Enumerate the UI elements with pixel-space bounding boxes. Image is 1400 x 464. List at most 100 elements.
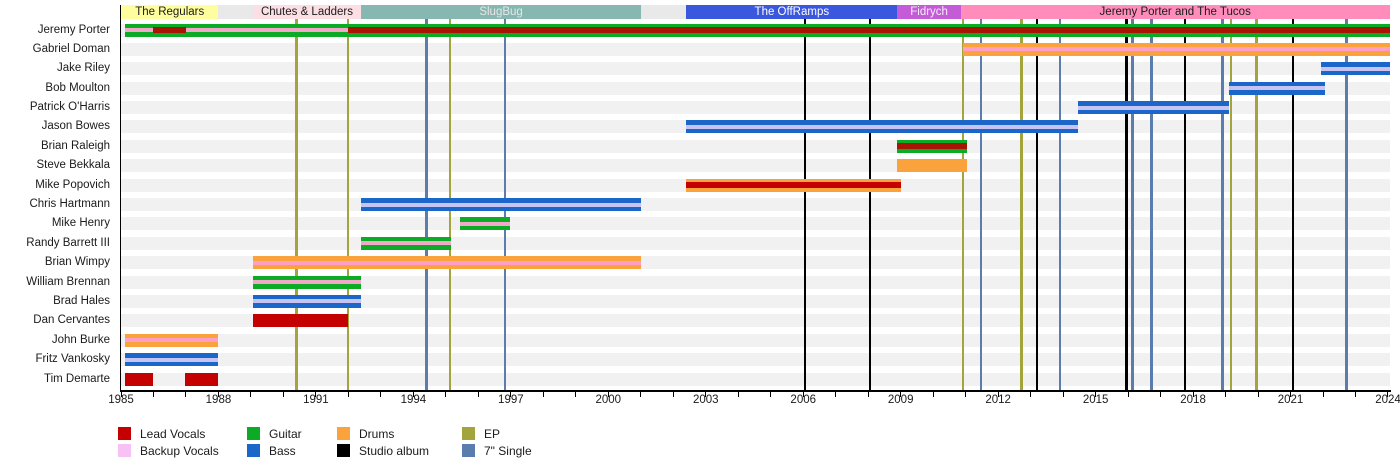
legend-swatch — [337, 427, 350, 440]
legend-label: Studio album — [359, 444, 430, 458]
axis-tick — [412, 391, 414, 397]
axis-tick — [542, 391, 544, 397]
release-line-7-single — [979, 19, 983, 390]
row-band — [121, 62, 1390, 76]
axis-year-label: 2012 — [985, 393, 1011, 406]
axis-tick — [737, 391, 739, 397]
release-line-7-single — [1058, 19, 1062, 390]
legend-swatch — [118, 444, 131, 457]
era-gap-segment — [640, 5, 687, 19]
member-label: Jeremy Porter — [37, 23, 110, 36]
axis-year-label: 1988 — [205, 393, 232, 406]
lead-vocals-bar — [184, 372, 219, 386]
member-label: Chris Hartmann — [29, 198, 110, 210]
release-line-7-single — [1131, 19, 1134, 390]
era-segment: SlugBug — [361, 5, 641, 19]
release-line-studio-album — [803, 19, 807, 390]
axis-tick — [867, 391, 869, 397]
member-label: William Brennan — [26, 275, 110, 288]
legend-swatch — [118, 427, 131, 440]
axis-year-label: 2015 — [1082, 393, 1109, 406]
era-segment: Chutes & Ladders — [252, 5, 362, 19]
release-line-studio-album — [1183, 19, 1187, 390]
axis-year-label: 1991 — [303, 393, 329, 406]
lead-vocals-stripe — [153, 27, 186, 33]
member-label: Steve Bekkala — [36, 159, 110, 172]
axis-tick — [1257, 391, 1259, 397]
axis-tick — [1127, 391, 1129, 397]
row-band — [121, 81, 1390, 95]
lead-vocals-stripe — [686, 182, 901, 189]
axis-year-label: 2021 — [1277, 393, 1304, 406]
row-band — [121, 333, 1390, 347]
row-band — [121, 101, 1390, 115]
row-band — [121, 314, 1390, 328]
era-segment: The OffRamps — [686, 5, 898, 19]
member-label: Fritz Vankosky — [35, 353, 110, 366]
release-line-7-single — [1345, 19, 1348, 390]
release-line-studio-album — [868, 19, 872, 390]
legend-label: Drums — [359, 427, 395, 441]
axis-tick — [152, 391, 154, 397]
axis-tick — [250, 391, 252, 397]
axis-year-label: 2009 — [887, 393, 914, 406]
backup-vocals-stripe — [124, 338, 219, 343]
axis-tick — [965, 391, 967, 397]
axis-year-label: 2024 — [1375, 393, 1400, 406]
legend-swatch — [462, 427, 475, 440]
axis-tick — [1387, 391, 1389, 397]
y-axis-line — [119, 5, 121, 390]
row-band — [121, 294, 1390, 308]
release-line-7-single — [1221, 19, 1224, 390]
row-band — [121, 236, 1390, 250]
backup-vocals-stripe — [686, 124, 1078, 129]
member-label: Tim Demarte — [43, 372, 110, 385]
axis-tick — [1192, 391, 1194, 397]
legend-label: Bass — [269, 444, 296, 458]
axis-tick — [672, 391, 674, 397]
x-axis-line — [119, 390, 1392, 392]
release-line-ep — [961, 19, 965, 390]
axis-tick — [347, 391, 349, 397]
axis-tick — [802, 391, 804, 397]
axis-tick — [900, 391, 902, 397]
legend-label: Backup Vocals — [140, 444, 219, 458]
drums-bar — [897, 159, 967, 173]
axis-tick — [932, 391, 934, 397]
release-line-7-single — [1150, 19, 1153, 390]
row-band — [121, 275, 1390, 289]
row-band — [121, 159, 1390, 173]
backup-vocals-stripe — [252, 280, 362, 285]
row-band — [121, 198, 1390, 211]
release-line-studio-album — [1125, 19, 1128, 390]
lead-vocals-bar — [252, 314, 348, 328]
axis-tick — [380, 391, 382, 397]
member-label: Brian Wimpy — [44, 256, 110, 269]
legend-swatch — [337, 444, 350, 457]
row-band — [121, 353, 1390, 367]
axis-tick — [1322, 391, 1324, 397]
member-label: Brian Raleigh — [40, 139, 110, 152]
backup-vocals-stripe — [1228, 86, 1325, 91]
axis-tick — [575, 391, 577, 397]
axis-year-label: 1985 — [108, 393, 134, 406]
axis-tick — [510, 391, 512, 397]
legend-label: Guitar — [269, 427, 302, 441]
member-label: Dan Cervantes — [33, 314, 110, 327]
axis-tick — [120, 391, 122, 397]
axis-tick — [282, 391, 284, 397]
release-line-ep — [346, 19, 349, 390]
axis-tick — [1290, 391, 1292, 397]
legend-swatch — [247, 444, 260, 457]
backup-vocals-stripe — [361, 202, 641, 207]
axis-tick — [217, 391, 219, 397]
lead-vocals-bar — [124, 372, 154, 386]
era-segment: The Regulars — [121, 5, 219, 19]
axis-year-label: 2000 — [595, 393, 622, 406]
axis-tick — [1160, 391, 1162, 397]
axis-tick — [835, 391, 837, 397]
legend-label: 7" Single — [484, 444, 532, 458]
member-label: Brad Hales — [53, 294, 110, 307]
legend-swatch — [462, 444, 475, 457]
